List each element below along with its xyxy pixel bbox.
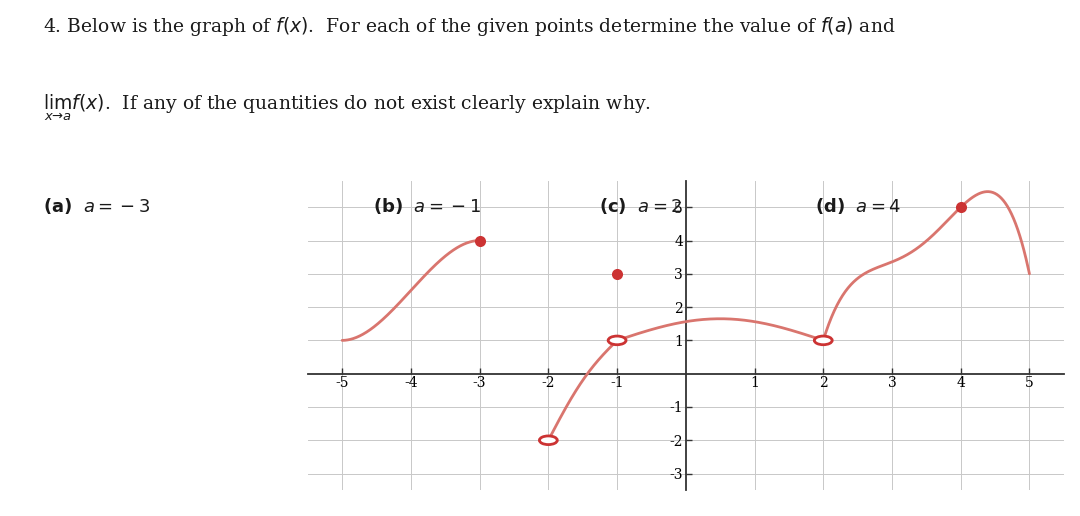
Circle shape — [608, 336, 626, 345]
Text: $\mathbf{(b)}$  $a = -1$: $\mathbf{(b)}$ $a = -1$ — [373, 196, 481, 216]
Circle shape — [539, 436, 557, 445]
Text: $\mathbf{(a)}$  $a = -3$: $\mathbf{(a)}$ $a = -3$ — [43, 196, 150, 216]
Text: $\lim_{x \to a} f\left(x\right)$.  If any of the quantities do not exist clearly: $\lim_{x \to a} f\left(x\right)$. If any… — [43, 93, 651, 123]
Text: 4. Below is the graph of $f\left(x\right)$.  For each of the given points determ: 4. Below is the graph of $f\left(x\right… — [43, 15, 895, 39]
Text: $\mathbf{(d)}$  $a = 4$: $\mathbf{(d)}$ $a = 4$ — [815, 196, 902, 216]
Text: $\mathbf{(c)}$  $a = 2$: $\mathbf{(c)}$ $a = 2$ — [599, 196, 683, 216]
Circle shape — [814, 336, 833, 345]
